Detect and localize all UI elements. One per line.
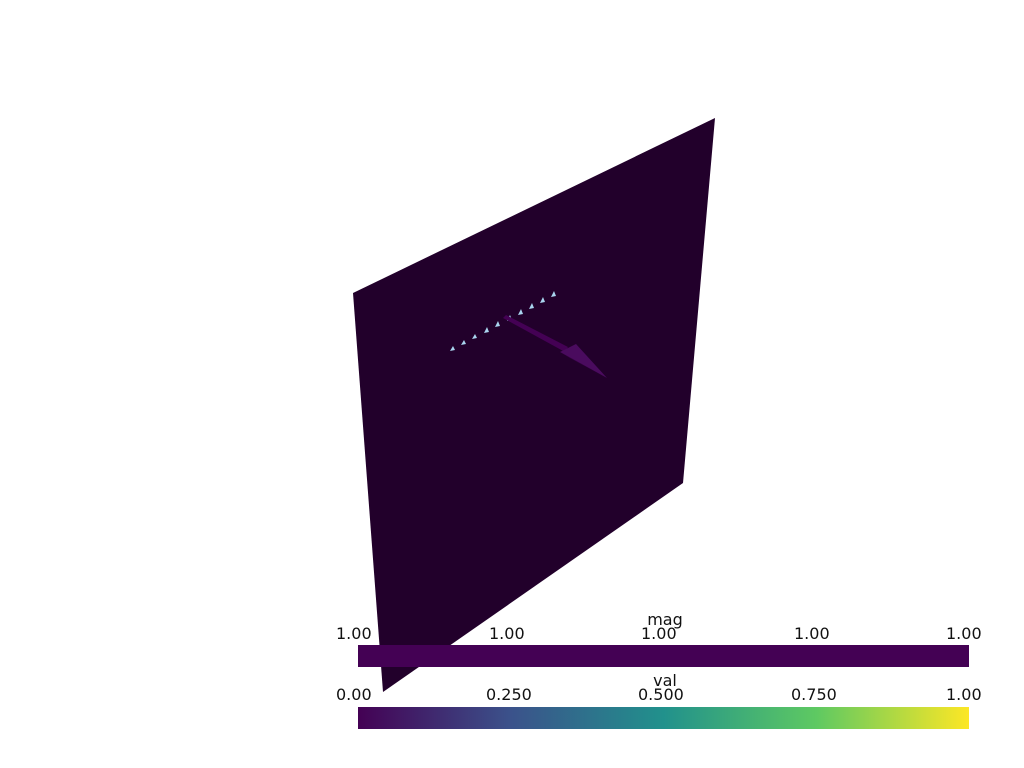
colorbar-val-bar	[358, 707, 969, 729]
arrow-shaft	[503, 315, 568, 352]
colorbar-mag-tick: 1.00	[641, 624, 677, 643]
colorbar-val-title: val	[653, 671, 677, 690]
seed-marker	[495, 321, 500, 327]
seed-marker	[472, 334, 477, 339]
seed-marker	[461, 340, 466, 345]
seed-marker	[518, 309, 523, 315]
plane-surface	[353, 118, 715, 692]
seed-marker	[484, 327, 489, 333]
colorbar-mag-title: mag	[647, 610, 683, 629]
colorbar-mag-tick: 1.00	[336, 624, 372, 643]
colorbar-mag-tick: 1.00	[794, 624, 830, 643]
colorbar-val-tick: 0.750	[791, 685, 837, 704]
seed-marker	[551, 291, 556, 297]
arrow-head	[560, 344, 607, 378]
seed-marker	[540, 297, 545, 303]
colorbar-val-tick: 0.250	[486, 685, 532, 704]
colorbar-mag-tick: 1.00	[489, 624, 525, 643]
arrow-head-shade	[560, 352, 607, 378]
colorbar-val-tick: 0.500	[638, 685, 684, 704]
seed-marker	[529, 303, 534, 309]
colorbar-val-tick: 1.00	[946, 685, 982, 704]
colorbar-mag-bar	[358, 645, 969, 667]
colorbar-val-tick: 0.00	[336, 685, 372, 704]
seed-marker	[450, 346, 455, 351]
arrow-glyph	[503, 315, 607, 378]
colorbar-mag-tick: 1.00	[946, 624, 982, 643]
